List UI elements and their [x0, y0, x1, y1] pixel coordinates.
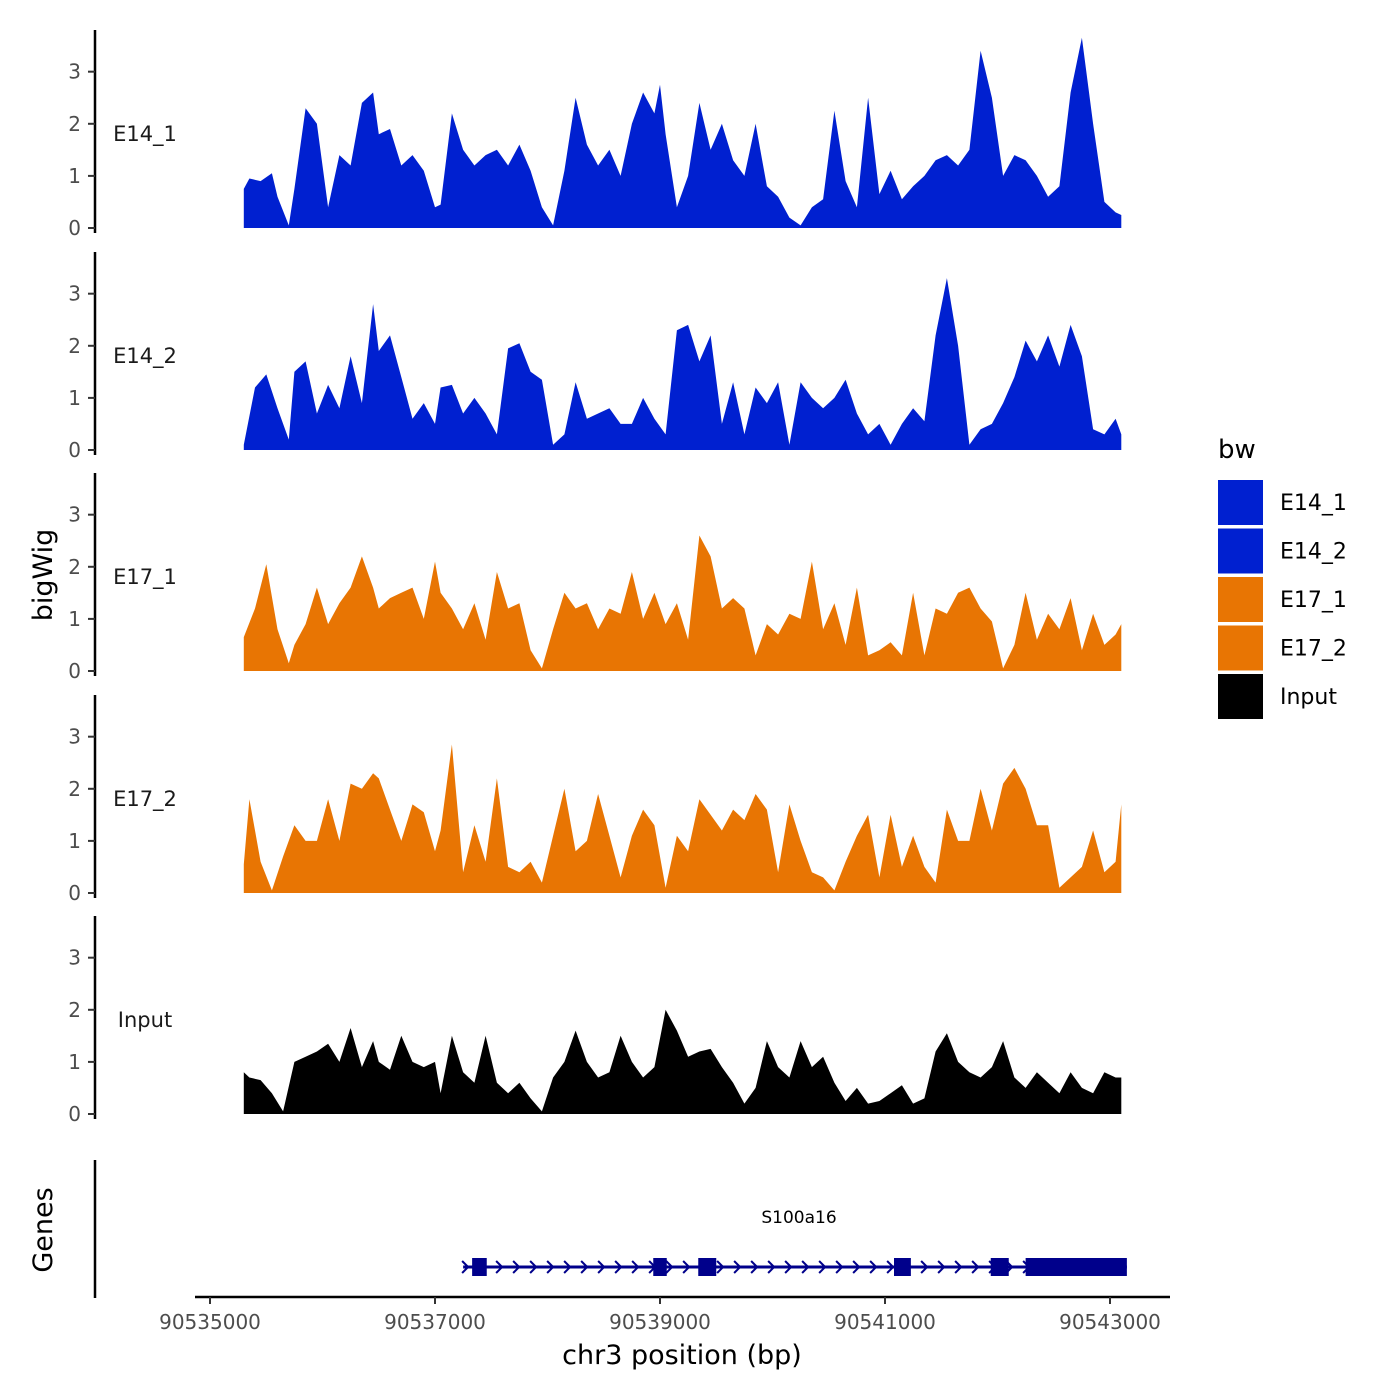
y-tick-label: 2: [68, 998, 81, 1022]
legend-title: bw: [1218, 435, 1256, 465]
y-tick-label: 2: [68, 777, 81, 801]
y-tick-label: 1: [68, 164, 81, 188]
gene-name-label: S100a16: [761, 1208, 836, 1228]
exon-block: [472, 1258, 487, 1276]
exon-block: [990, 1258, 1009, 1276]
strand-arrow: [835, 1260, 844, 1274]
legend-label: E14_2: [1280, 540, 1347, 565]
track-e17-1: 0 1 2 3 E17_1: [68, 473, 1122, 683]
exon-block: [698, 1258, 717, 1276]
signal-area: [243, 1009, 1122, 1114]
strand-arrow: [682, 1260, 691, 1274]
x-tick-label: 90535000: [159, 1310, 261, 1334]
strand-arrow: [937, 1260, 946, 1274]
legend-label: E17_1: [1280, 588, 1347, 613]
x-axis-title: chr3 position (bp): [562, 1340, 802, 1371]
y-tick-label: 1: [68, 386, 81, 410]
y-tick-label: 0: [68, 1102, 81, 1126]
y-tick-label: 2: [68, 555, 81, 579]
legend-swatch: [1218, 577, 1263, 622]
y-tick-label: 3: [68, 946, 81, 970]
track-label: E14_1: [113, 122, 177, 147]
legend-swatch: [1218, 528, 1263, 574]
strand-arrow: [801, 1260, 810, 1274]
track-label: Input: [118, 1008, 172, 1032]
y-tick-label: 1: [68, 829, 81, 853]
y-tick-label: 3: [68, 282, 81, 306]
legend-swatch: [1218, 625, 1263, 671]
legend-swatch: [1218, 480, 1263, 525]
genes-axis-title: Genes: [28, 1187, 59, 1272]
x-tick-label: 90543000: [1059, 1310, 1161, 1334]
x-tick-label: 90539000: [609, 1310, 711, 1334]
track-label: E14_2: [113, 344, 177, 369]
track-e17-2: 0 1 2 3 E17_2: [68, 695, 1122, 905]
strand-arrow: [954, 1260, 963, 1274]
y-tick-label: 0: [68, 216, 81, 240]
strand-arrow: [767, 1260, 776, 1274]
strand-arrow: [580, 1260, 589, 1274]
strand-arrow: [784, 1260, 793, 1274]
exon-block: [1025, 1258, 1127, 1276]
genes-panel: S100a16: [93, 1160, 1127, 1298]
x-axis: 90535000 90537000 90539000 90541000 90543000: [159, 1295, 1170, 1334]
track-label: E17_2: [113, 787, 177, 812]
strand-arrow: [495, 1260, 504, 1274]
y-tick-label: 0: [68, 659, 81, 683]
strand-arrow: [886, 1260, 895, 1274]
legend: bw E14_1 E14_2 E17_1 E17_2 Input: [1218, 435, 1347, 719]
legend-label: E17_2: [1280, 637, 1347, 662]
signal-area: [243, 278, 1122, 450]
signal-area: [243, 535, 1122, 671]
legend-swatch: [1218, 674, 1263, 719]
y-tick-label: 2: [68, 112, 81, 136]
strand-arrow: [597, 1260, 606, 1274]
exon-block: [653, 1258, 667, 1276]
strand-arrow: [869, 1260, 878, 1274]
strand-arrow: [563, 1260, 572, 1274]
strand-arrow: [512, 1260, 521, 1274]
exon-block: [894, 1258, 911, 1276]
y-tick-label: 3: [68, 725, 81, 749]
strand-arrow: [546, 1260, 555, 1274]
tracks-layer: 0 1 2 3 E14_1 0 1 2 3 E14_2 0 1 2 3 E17_1 0 1 2 3 E17_2 0 1 2 3…: [68, 30, 1122, 1126]
strand-arrow: [461, 1260, 470, 1274]
signal-area: [243, 744, 1122, 893]
strand-arrow: [733, 1260, 742, 1274]
track-input: 0 1 2 3 Input: [68, 916, 1122, 1126]
y-tick-label: 1: [68, 607, 81, 631]
legend-label: E14_1: [1280, 491, 1347, 516]
strand-arrow: [614, 1260, 623, 1274]
strand-arrow: [665, 1260, 674, 1274]
y-tick-label: 0: [68, 438, 81, 462]
signal-area: [243, 37, 1122, 228]
strand-arrow: [529, 1260, 538, 1274]
track-label: E17_1: [113, 565, 177, 590]
y-tick-label: 3: [68, 60, 81, 84]
y-tick-label: 0: [68, 881, 81, 905]
x-tick-label: 90537000: [384, 1310, 486, 1334]
legend-label: Input: [1280, 685, 1337, 710]
strand-arrow: [750, 1260, 759, 1274]
y-tick-label: 3: [68, 503, 81, 527]
strand-arrow: [852, 1260, 861, 1274]
y-axis-title: bigWig: [28, 529, 59, 622]
strand-arrow: [631, 1260, 640, 1274]
x-tick-label: 90541000: [834, 1310, 936, 1334]
y-tick-label: 2: [68, 334, 81, 358]
strand-arrow: [716, 1260, 725, 1274]
track-e14-1: 0 1 2 3 E14_1: [68, 30, 1122, 240]
strand-arrow: [920, 1260, 929, 1274]
strand-arrow: [971, 1260, 980, 1274]
strand-arrow: [818, 1260, 827, 1274]
y-tick-label: 1: [68, 1050, 81, 1074]
track-e14-2: 0 1 2 3 E14_2: [68, 252, 1122, 462]
